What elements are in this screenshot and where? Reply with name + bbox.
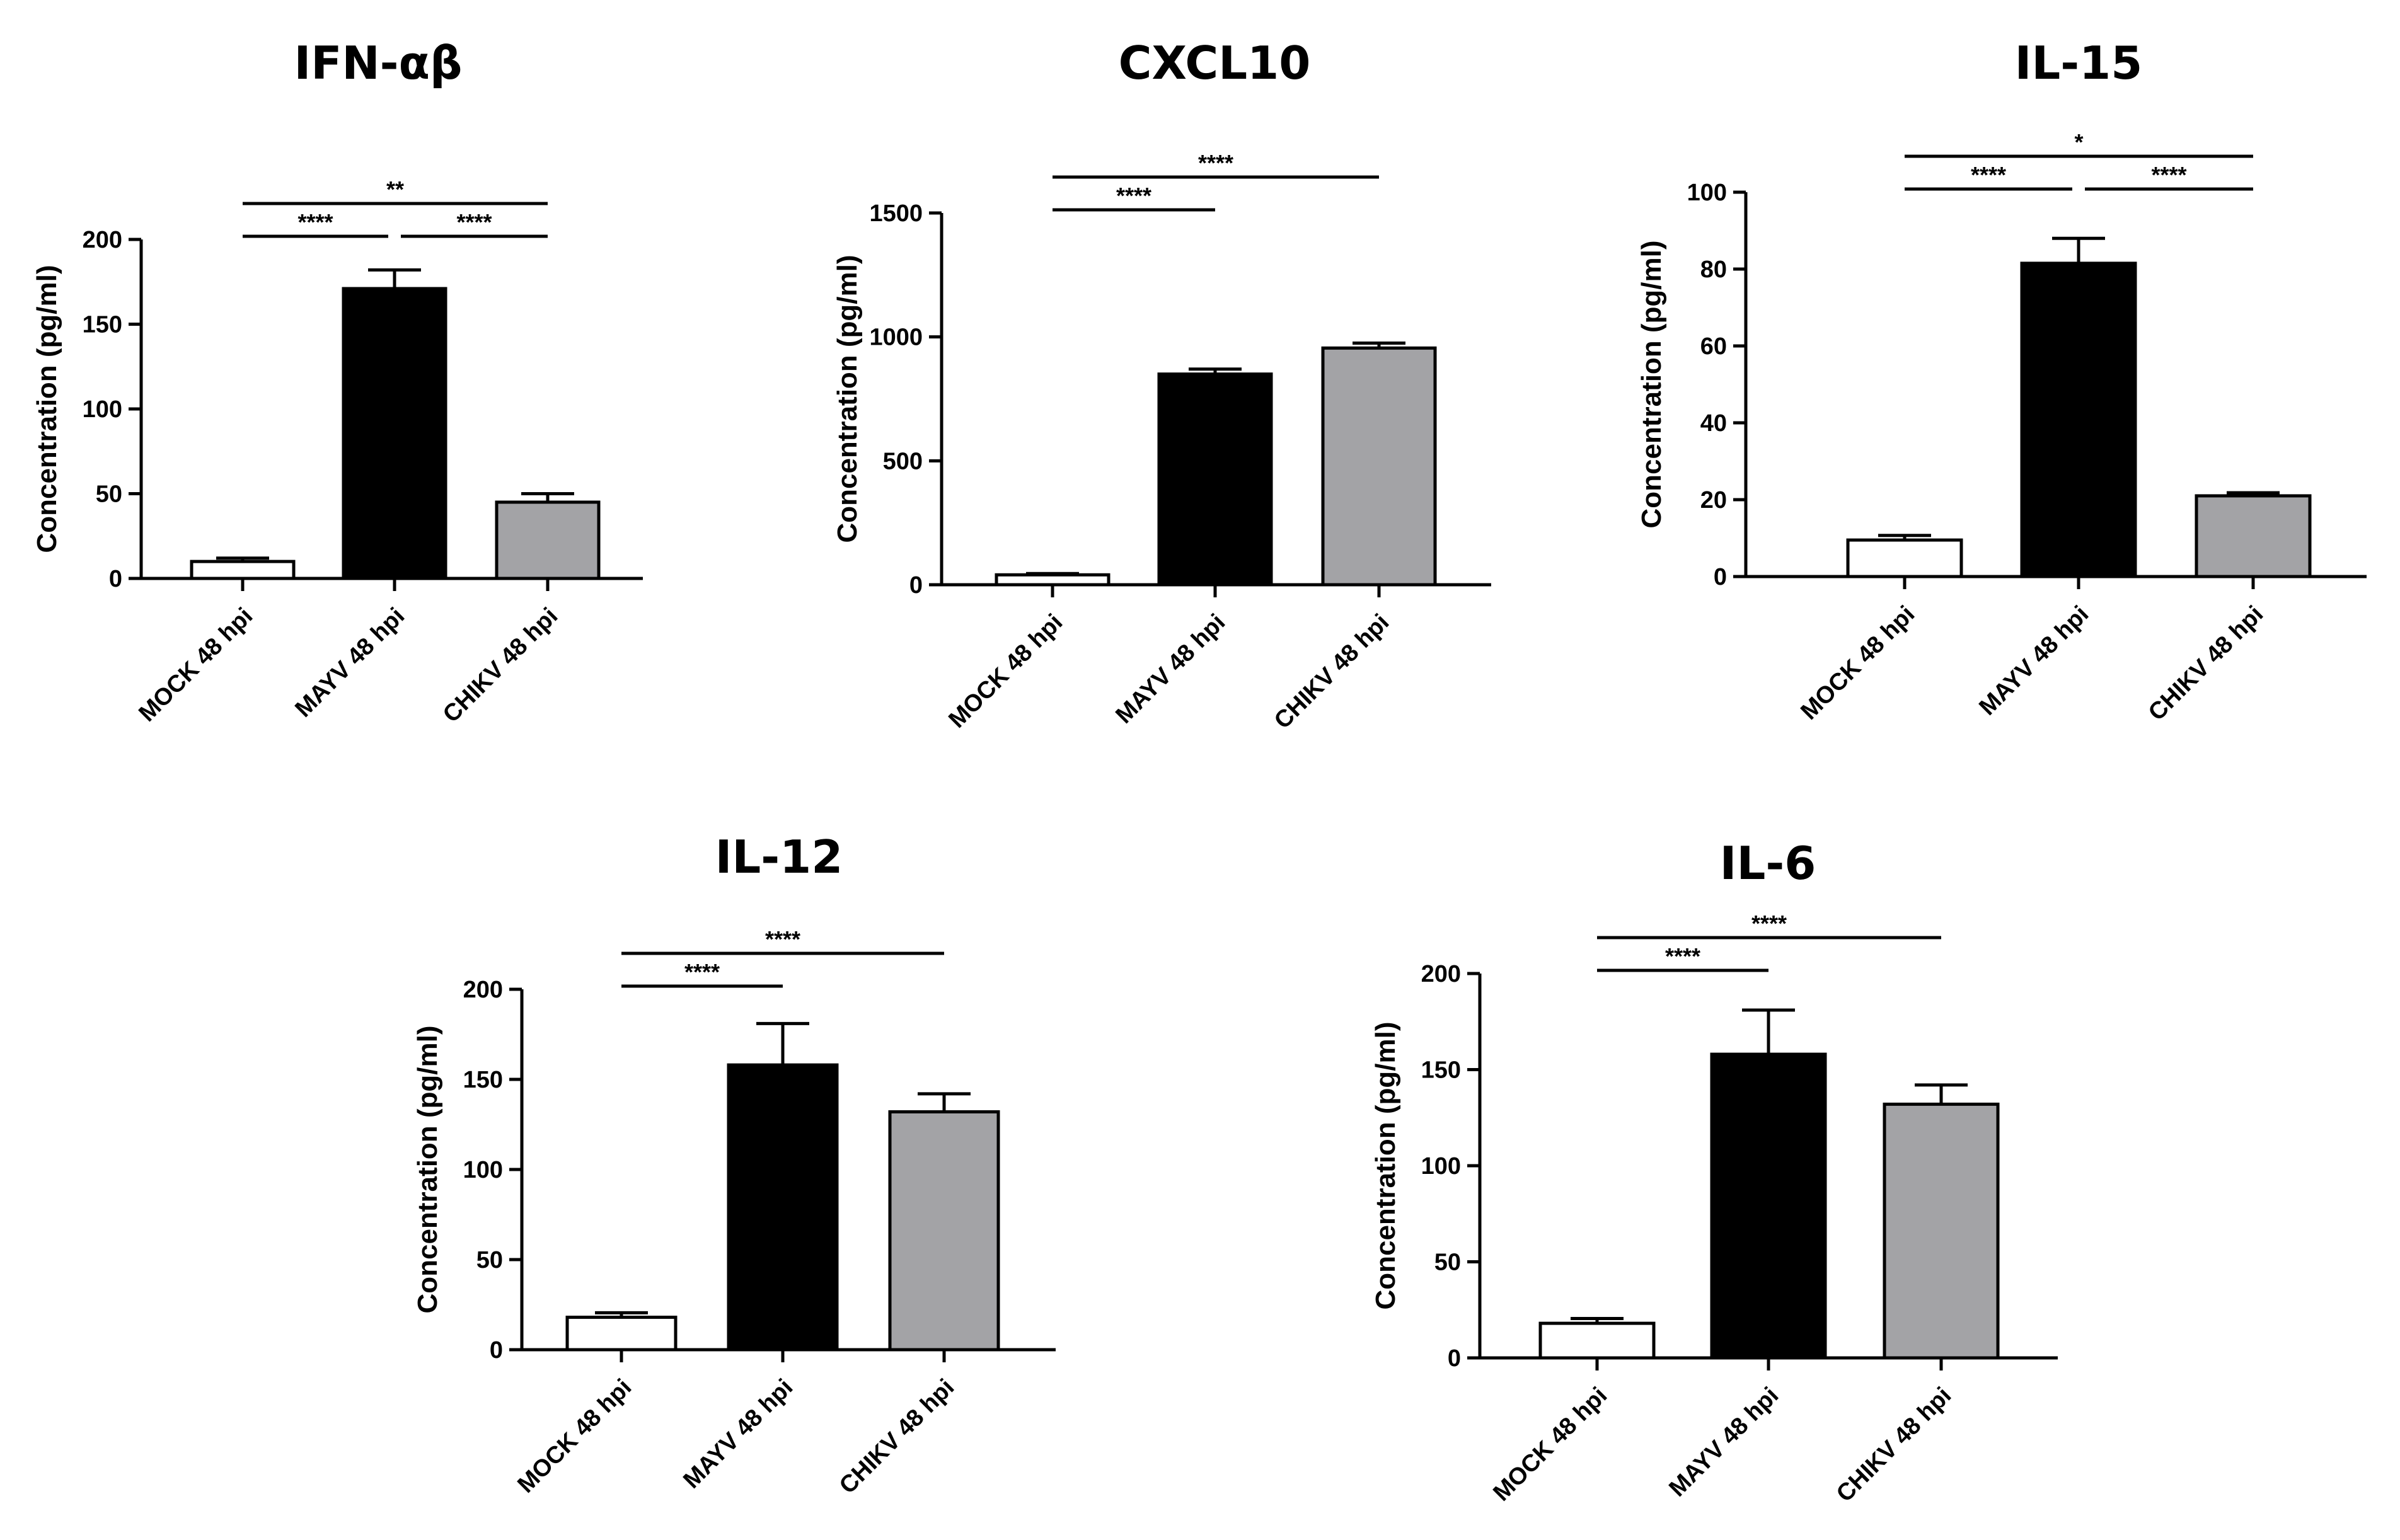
y-axis-label: Concentration (pg/ml): [832, 255, 863, 543]
significance-label: **: [386, 176, 404, 202]
y-tick-label: 100: [83, 396, 122, 423]
y-tick-label: 0: [1714, 564, 1727, 590]
y-tick-label: 40: [1700, 410, 1727, 437]
significance-label: ****: [1751, 911, 1787, 936]
significance-label: ****: [765, 926, 800, 952]
bar-chikv: [888, 1110, 1000, 1352]
y-axis-label: Concentration (pg/ml): [412, 1025, 443, 1313]
bar-chikv: [495, 500, 601, 580]
bar-mock: [1538, 1321, 1656, 1360]
y-tick-label: 100: [1687, 180, 1727, 206]
bar-mayv: [342, 287, 447, 580]
y-tick-label: 0: [109, 566, 122, 592]
y-tick-label: 200: [463, 977, 503, 1003]
significance-label: ****: [1198, 150, 1233, 176]
significance-label: ****: [1665, 943, 1700, 969]
y-tick-label: 20: [1700, 487, 1727, 514]
significance-label: ****: [684, 959, 720, 985]
y-axis-label: Concentration (pg/ml): [1370, 1021, 1401, 1309]
y-tick-label: 500: [883, 448, 923, 474]
significance-label: ****: [1116, 183, 1151, 209]
significance-label: ****: [297, 209, 333, 235]
y-tick-label: 0: [490, 1337, 503, 1364]
y-axis-label: Concentration (pg/ml): [32, 265, 62, 553]
y-tick-label: 100: [1421, 1153, 1461, 1180]
y-tick-label: 80: [1700, 256, 1727, 283]
y-tick-label: 200: [1421, 961, 1461, 987]
bar-mayv: [2020, 261, 2137, 578]
y-tick-label: 1500: [869, 200, 923, 227]
y-tick-label: 60: [1700, 333, 1727, 360]
bar-mock: [190, 560, 296, 580]
y-tick-label: 0: [909, 572, 923, 599]
chart-title: IFN-αβ: [294, 37, 462, 89]
bar-mock: [565, 1316, 678, 1352]
significance-label: *: [2074, 129, 2083, 155]
y-tick-label: 0: [1448, 1345, 1461, 1372]
bar-mock: [995, 573, 1111, 587]
significance-label: ****: [456, 209, 492, 235]
chart-title: IL-6: [1720, 837, 1816, 890]
bar-chikv: [1321, 346, 1437, 587]
bar-mayv: [1157, 372, 1273, 587]
significance-label: ****: [2151, 162, 2186, 188]
significance-label: ****: [1971, 162, 2006, 188]
y-tick-label: 100: [463, 1157, 503, 1183]
y-tick-label: 50: [96, 481, 122, 508]
y-tick-label: 150: [83, 312, 122, 338]
bar-chikv: [1883, 1102, 2000, 1360]
bar-mayv: [727, 1063, 839, 1352]
y-axis-label: Concentration (pg/ml): [1636, 240, 1667, 528]
y-tick-label: 150: [463, 1067, 503, 1093]
y-tick-label: 200: [83, 227, 122, 253]
y-tick-label: 50: [476, 1247, 503, 1273]
bar-mock: [1846, 538, 1963, 578]
chart-title: IL-15: [2015, 37, 2143, 89]
y-tick-label: 1000: [869, 325, 923, 351]
bar-chikv: [2195, 494, 2312, 578]
bar-mayv: [1710, 1052, 1827, 1360]
chart-title: CXCL10: [1119, 37, 1311, 89]
chart-title: IL-12: [715, 830, 843, 883]
y-tick-label: 50: [1434, 1250, 1461, 1276]
y-tick-label: 150: [1421, 1057, 1461, 1084]
